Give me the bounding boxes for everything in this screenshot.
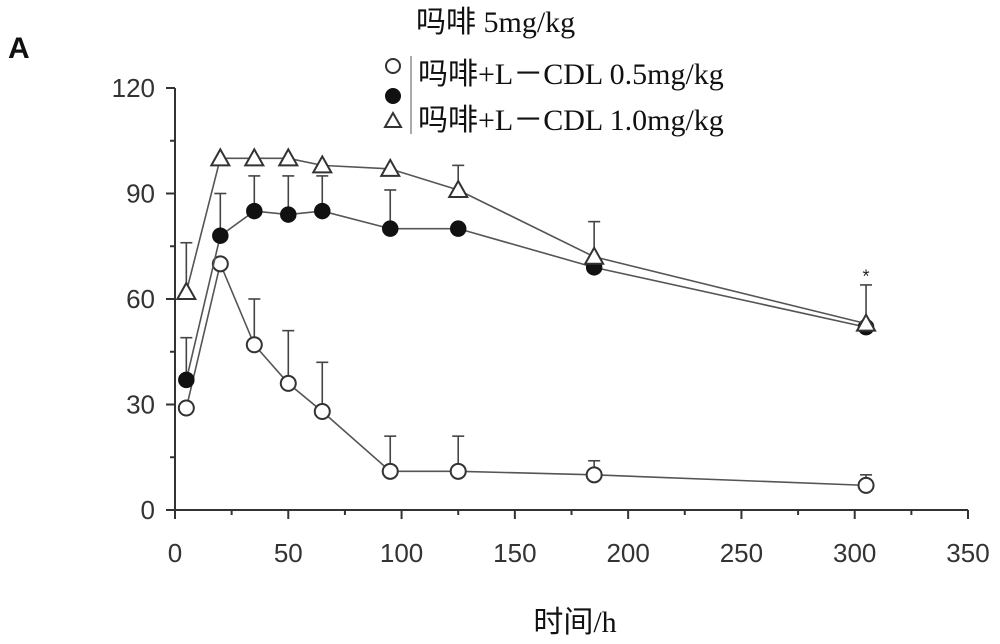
x-tick-label: 0 [168,538,182,568]
data-point-open-circle [177,399,195,417]
y-tick-label: 60 [126,284,155,314]
axes: 0 50 100 150 200 250 300 350 0 30 60 90 120 [112,73,990,568]
x-tick-label: 50 [274,538,303,568]
y-tick-label: 30 [126,390,155,420]
x-tick-label: 100 [380,538,423,568]
x-axis-title: 时间/h [533,606,616,639]
y-tick-label: 120 [112,73,155,103]
x-tick-label: 200 [606,538,649,568]
data-point-open-circle [211,255,229,273]
data-point-filled-circle [449,220,467,237]
data-point-open-circle [857,476,875,494]
x-tick-label: 350 [946,538,989,568]
data-point-open-triangle [311,154,333,174]
y-tick-label: 90 [126,179,155,209]
data-point-open-triangle [583,245,605,265]
data-point-open-circle [585,466,603,484]
legend-marker-filled-circle [385,88,401,104]
data-point-filled-circle [246,202,263,220]
data-point-open-triangle [243,147,266,167]
data-point-open-triangle [209,147,232,167]
data-point-open-circle [279,374,297,392]
data-point-open-triangle [447,178,469,198]
data-point-open-circle [449,462,467,480]
legend-label-series-1: 吗啡+L－CDL 0.5mg/kg [418,58,724,91]
x-tick-label: 150 [493,538,536,568]
chart-title: 吗啡 5mg/kg [416,6,575,39]
significance-marker: * [863,266,870,286]
data-point-open-triangle [855,312,877,332]
x-tick-label: 250 [720,538,763,568]
data-point-open-circle [245,336,263,354]
plot-area: * [175,147,877,494]
data-point-filled-circle [381,220,399,237]
panel-label: A [8,32,30,65]
legend-marker-open-circle [385,58,401,74]
data-point-open-triangle [175,280,198,300]
legend: 吗啡+L－CDL 0.5mg/kg 吗啡+L－CDL 1.0mg/kg [383,56,724,137]
legend-marker-open-triangle [383,110,403,128]
y-tick-label: 0 [141,495,155,525]
x-tick-label: 300 [833,538,876,568]
data-point-open-triangle [379,157,401,177]
legend-label-series-2: 吗啡+L－CDL 1.0mg/kg [418,104,724,137]
data-point-filled-circle [314,202,331,220]
data-point-open-triangle [277,147,299,167]
data-point-open-circle [313,403,331,421]
data-point-filled-circle [212,227,229,244]
data-point-open-circle [381,462,399,480]
data-point-filled-circle [280,206,297,223]
data-point-filled-circle [178,371,195,389]
